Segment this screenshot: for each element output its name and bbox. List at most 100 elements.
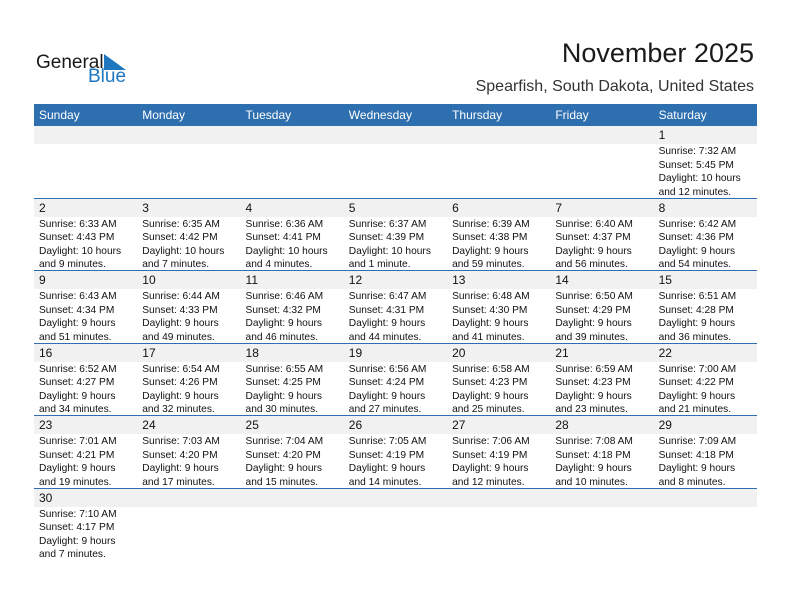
sunset-text: Sunset: 4:33 PM	[142, 304, 218, 316]
daylight-text: and 23 minutes.	[555, 404, 628, 415]
sunrise-text: Sunrise: 7:00 AM	[658, 363, 737, 375]
week-row: 9 Sunrise: 6:43 AM Sunset: 4:34 PM Daylight…	[34, 271, 757, 344]
day-number	[137, 488, 241, 507]
day-cell: 29 Sunrise: 7:09 AM Sunset: 4:18 PM Dayligh…	[653, 416, 757, 489]
daylight-text: Daylight: 9 hours	[348, 390, 426, 402]
day-number: 10	[137, 271, 241, 289]
sunrise-text: Sunrise: 6:33 AM	[39, 218, 117, 230]
daylight-text: Daylight: 9 hours	[39, 390, 116, 402]
day-cell: 22 Sunrise: 7:00 AM Sunset: 4:22 PM Dayligh…	[653, 343, 757, 417]
sunrise-text: Sunrise: 6:35 AM	[142, 218, 220, 230]
daylight-text: and 10 minutes.	[555, 476, 628, 488]
day-info: Sunrise: 6:58 AM Sunset: 4:23 PM Daylight:…	[447, 362, 550, 417]
day-info: Sunrise: 6:40 AM Sunset: 4:37 PM Daylight:…	[550, 217, 653, 272]
day-info: Sunrise: 7:00 AM Sunset: 4:22 PM Daylight:…	[654, 362, 757, 417]
daylight-text: and 54 minutes.	[658, 259, 732, 270]
daylight-text: and 59 minutes.	[452, 259, 525, 270]
daylight-text: and 51 minutes.	[39, 331, 112, 343]
daylight-text: and 17 minutes.	[142, 476, 215, 488]
day-cell: 7 Sunrise: 6:40 AM Sunset: 4:37 PM Daylight…	[550, 198, 654, 272]
weekday-friday: Friday	[555, 108, 589, 122]
sunrise-text: Sunrise: 6:46 AM	[245, 291, 324, 302]
sunset-text: Sunset: 4:18 PM	[555, 449, 631, 461]
sunset-text: Sunset: 4:39 PM	[348, 232, 425, 243]
sunset-text: Sunset: 4:17 PM	[39, 522, 115, 533]
day-info: Sunrise: 7:03 AM Sunset: 4:20 PM Daylight:…	[137, 434, 240, 489]
weekday-tuesday: Tuesday	[245, 108, 292, 122]
sunrise-text: Sunrise: 6:59 AM	[555, 363, 633, 375]
sunset-text: Sunset: 4:18 PM	[658, 449, 734, 461]
day-number: 24	[137, 416, 241, 434]
day-number	[240, 126, 344, 144]
daylight-text: and 7 minutes.	[39, 549, 106, 560]
daylight-text: and 41 minutes.	[452, 331, 525, 343]
daylight-text: Daylight: 10 hours	[348, 245, 431, 257]
daylight-text: Daylight: 9 hours	[39, 535, 116, 547]
daylight-text: and 30 minutes.	[245, 404, 319, 415]
location-subtitle: Spearfish, South Dakota, United States	[475, 78, 754, 95]
week-row: 2 Sunrise: 6:33 AM Sunset: 4:43 PM Daylight…	[34, 198, 757, 272]
daylight-text: Daylight: 9 hours	[658, 245, 736, 257]
sunset-text: Sunset: 4:43 PM	[39, 232, 115, 243]
week-row: 30 Sunrise: 7:10 AM Sunset: 4:17 PM Dayligh…	[34, 488, 757, 561]
sunset-text: Sunset: 4:27 PM	[39, 377, 115, 388]
sunset-text: Sunset: 4:28 PM	[658, 304, 734, 316]
sunrise-text: Sunrise: 7:08 AM	[555, 436, 633, 447]
daylight-text: and 34 minutes.	[39, 404, 112, 415]
day-cell: 21 Sunrise: 6:59 AM Sunset: 4:23 PM Dayligh…	[550, 343, 654, 415]
day-cell: 11 Sunrise: 6:46 AM Sunset: 4:32 PM Dayligh…	[240, 271, 344, 343]
day-number	[343, 126, 448, 144]
sunset-text: Sunset: 4:36 PM	[658, 232, 734, 243]
sunset-text: Sunset: 4:34 PM	[39, 304, 115, 316]
daylight-text: Daylight: 9 hours	[555, 390, 632, 402]
daylight-text: Daylight: 10 hours	[39, 245, 122, 257]
day-cell: 4 Sunrise: 6:36 AM Sunset: 4:41 PM Daylight…	[240, 198, 344, 272]
day-info: Sunrise: 6:56 AM Sunset: 4:24 PM Daylight:…	[344, 362, 447, 417]
day-number: 12	[343, 271, 448, 289]
day-number: 8	[653, 198, 757, 217]
sunrise-text: Sunrise: 6:48 AM	[452, 291, 530, 302]
daylight-text: Daylight: 9 hours	[658, 463, 736, 474]
daylight-text: and 19 minutes.	[39, 476, 112, 488]
daylight-text: Daylight: 9 hours	[555, 463, 632, 474]
daylight-text: and 15 minutes.	[245, 476, 319, 488]
day-number	[137, 126, 241, 144]
daylight-text: and 39 minutes.	[555, 331, 628, 343]
day-number	[653, 488, 757, 507]
day-cell: 10 Sunrise: 6:44 AM Sunset: 4:33 PM Dayligh…	[137, 271, 241, 343]
day-info: Sunrise: 6:48 AM Sunset: 4:30 PM Daylight:…	[447, 289, 550, 344]
day-number: 21	[550, 343, 654, 362]
day-number: 1	[653, 126, 757, 144]
day-cell: 30 Sunrise: 7:10 AM Sunset: 4:17 PM Dayligh…	[34, 488, 138, 560]
day-number	[550, 126, 654, 144]
daylight-text: Daylight: 9 hours	[452, 390, 529, 402]
day-info: Sunrise: 6:36 AM Sunset: 4:41 PM Daylight:…	[241, 217, 344, 272]
weekday-wednesday: Wednesday	[348, 108, 412, 122]
day-number: 29	[653, 416, 757, 434]
day-number: 14	[550, 271, 654, 289]
day-number: 20	[447, 343, 551, 362]
day-info: Sunrise: 6:35 AM Sunset: 4:42 PM Daylight:…	[137, 217, 240, 272]
daylight-text: Daylight: 9 hours	[555, 318, 632, 329]
day-cell: 8 Sunrise: 6:42 AM Sunset: 4:36 PM Daylight…	[653, 198, 757, 270]
empty-cell	[653, 488, 757, 561]
day-number: 13	[447, 271, 551, 289]
day-cell: 14 Sunrise: 6:50 AM Sunset: 4:29 PM Dayligh…	[550, 271, 654, 343]
sunset-text: Sunset: 4:22 PM	[658, 377, 734, 388]
day-info: Sunrise: 6:52 AM Sunset: 4:27 PM Daylight:…	[34, 362, 137, 417]
day-number	[240, 488, 344, 507]
sunset-text: Sunset: 4:19 PM	[452, 449, 528, 461]
day-number: 25	[240, 416, 344, 434]
daylight-text: and 12 minutes.	[452, 476, 525, 488]
weekday-saturday: Saturday	[658, 108, 707, 122]
day-info: Sunrise: 7:09 AM Sunset: 4:18 PM Daylight:…	[654, 434, 757, 489]
daylight-text: Daylight: 9 hours	[452, 463, 529, 474]
daylight-text: and 36 minutes.	[658, 331, 732, 343]
sunrise-text: Sunrise: 7:09 AM	[658, 436, 737, 447]
sunset-text: Sunset: 4:41 PM	[245, 232, 321, 243]
day-cell: 26 Sunrise: 7:05 AM Sunset: 4:19 PM Dayligh…	[343, 416, 448, 488]
daylight-text: and 32 minutes.	[142, 404, 215, 415]
empty-cell	[137, 488, 241, 561]
sunset-text: Sunset: 5:45 PM	[658, 159, 734, 171]
